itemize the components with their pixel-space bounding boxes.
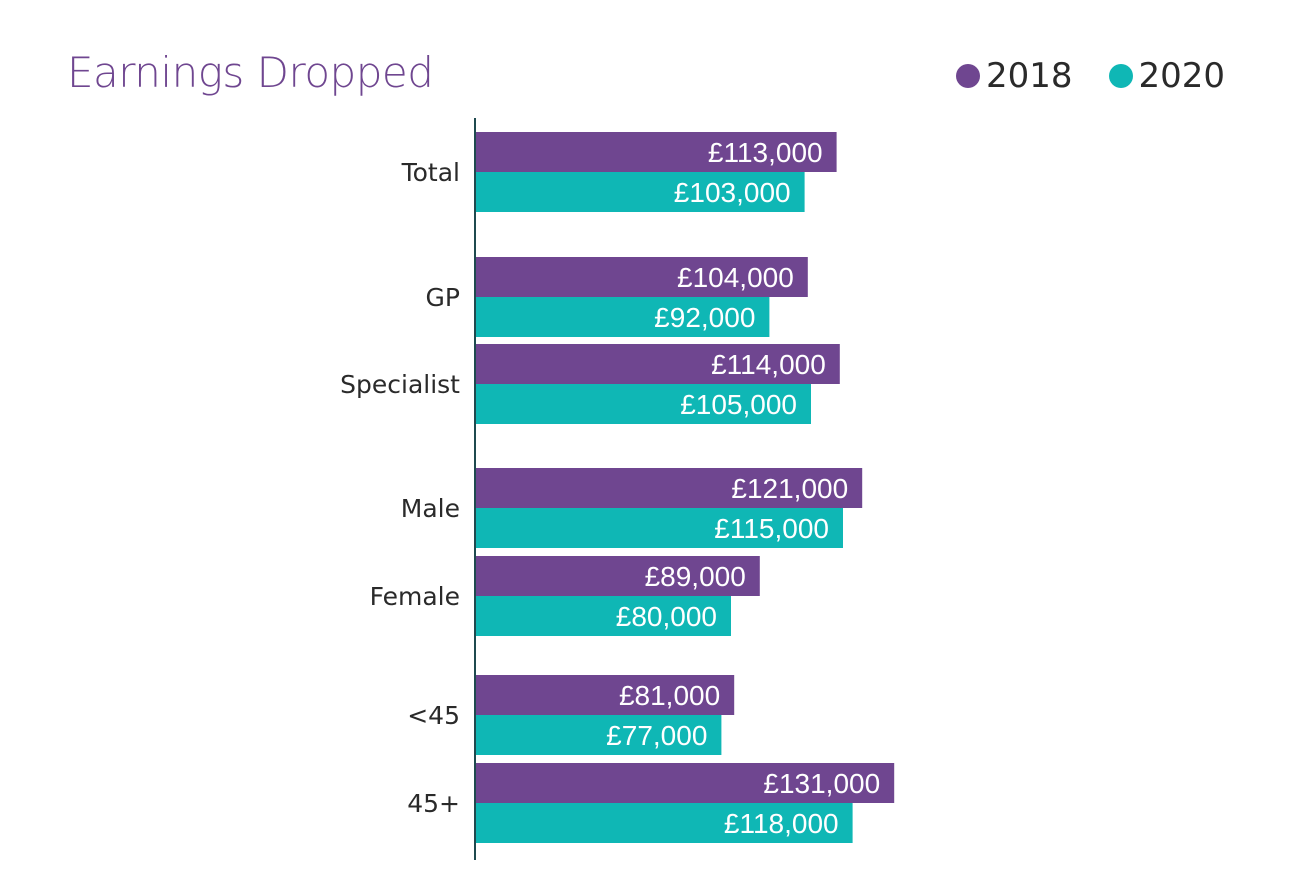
category-label: Male [401, 494, 460, 523]
chart-title: Earnings Dropped [67, 48, 434, 97]
bar-2018 [475, 556, 760, 596]
legend-label-2020: 2020 [1138, 56, 1226, 96]
legend-swatch-2020 [1108, 64, 1133, 88]
bar-2018 [475, 763, 895, 803]
bar-2020 [475, 715, 722, 755]
bar-2020 [475, 803, 853, 843]
data-label: £89,000 [645, 561, 746, 592]
category-label: Female [370, 582, 460, 611]
data-label: £92,000 [654, 302, 755, 333]
data-label: £103,000 [674, 177, 791, 208]
data-label: £77,000 [606, 720, 707, 751]
category-label: 45+ [407, 789, 460, 818]
data-label: £113,000 [708, 137, 823, 168]
bar-2018 [475, 257, 808, 297]
data-label: £81,000 [619, 680, 720, 711]
data-label: £80,000 [616, 601, 717, 632]
bar-2018 [475, 468, 863, 508]
data-label: £115,000 [714, 513, 829, 544]
data-label: £121,000 [731, 473, 848, 504]
category-label: <45 [407, 701, 460, 730]
legend-item-2018: 2018 [956, 56, 1073, 96]
legend-item-2020: 2020 [1108, 56, 1226, 96]
data-label: £114,000 [711, 349, 826, 380]
category-label: Specialist [340, 370, 460, 399]
data-label: £105,000 [680, 389, 797, 420]
bar-2020 [475, 297, 770, 337]
data-label: £104,000 [677, 262, 794, 293]
bar-2020 [475, 596, 731, 636]
category-label: GP [426, 283, 460, 312]
bar-2020 [475, 508, 843, 548]
bar-2018 [475, 344, 840, 384]
bar-2018 [475, 132, 837, 172]
data-label: £118,000 [724, 808, 839, 839]
legend: 2018 2020 [956, 56, 1261, 96]
bar-2020 [475, 172, 805, 212]
legend-label-2018: 2018 [986, 56, 1073, 96]
bar-2020 [475, 384, 811, 424]
data-label: £131,000 [763, 768, 880, 799]
legend-swatch-2018 [956, 64, 980, 88]
category-label: Total [401, 158, 460, 187]
bar-2018 [475, 675, 735, 715]
